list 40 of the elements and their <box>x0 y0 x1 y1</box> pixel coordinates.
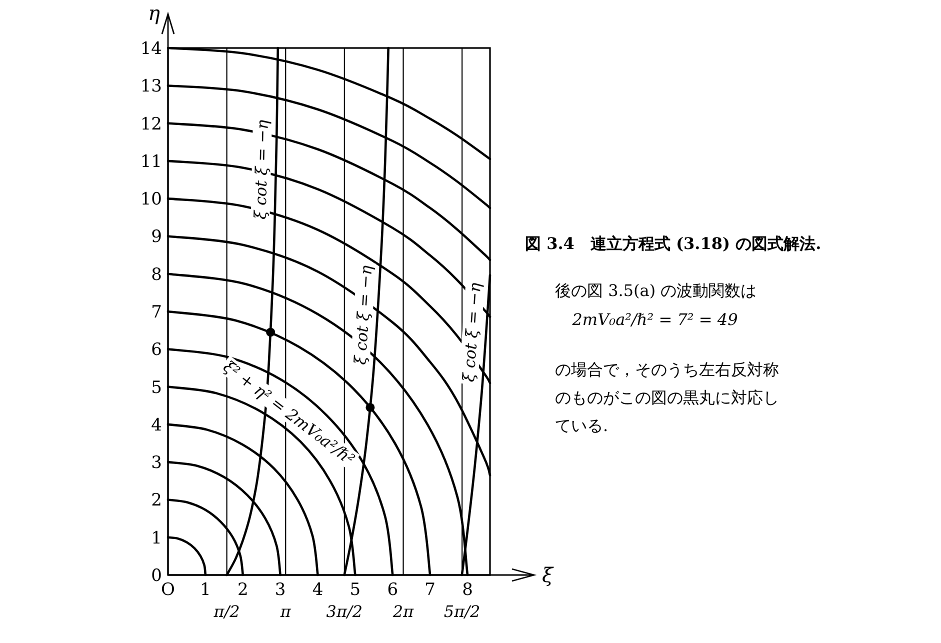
x-tick-label: 4 <box>312 580 324 600</box>
x-tick-label: O <box>161 580 175 600</box>
y-tick-label: 5 <box>151 378 162 398</box>
text: の場合で，そのうち左右反対称 <box>555 360 779 379</box>
y-tick-label: 8 <box>151 264 162 285</box>
text: ている. <box>555 416 608 435</box>
y-tick-label: 12 <box>140 114 162 134</box>
x-tick-label: 6 <box>387 580 398 600</box>
y-tick-label: 6 <box>151 340 162 360</box>
ref-line-label: π/2 <box>212 602 240 621</box>
text: 2mV₀a²/ℏ² = 7² = 49 <box>571 310 738 329</box>
y-tick-label: 1 <box>151 528 162 548</box>
annotation: ξ cot ξ = −η <box>350 264 376 366</box>
y-tick-label: 7 <box>151 302 162 322</box>
text: 図 3.4 連立方程式 (3.18) の図式解法. <box>525 234 822 253</box>
x-tick-label: 7 <box>424 580 436 600</box>
annotation: ξ cot ξ = −η <box>458 282 485 383</box>
text: 後の図 3.5(a) の波動関数は <box>555 281 757 300</box>
y-tick-label: 3 <box>151 453 162 474</box>
y-tick-label: 14 <box>140 39 162 59</box>
text: のものがこの図の黒丸に対応し <box>555 388 779 407</box>
y-tick-label: 2 <box>151 490 162 511</box>
y-tick-label: 4 <box>151 415 162 436</box>
x-tick-label: 1 <box>200 580 211 600</box>
x-tick-label: 5 <box>350 580 361 600</box>
annotation: ξ cot ξ = −η <box>250 119 272 220</box>
ref-line-label: 5π/2 <box>444 602 480 621</box>
ref-line-label: 2π <box>392 602 414 621</box>
y-tick-label: 11 <box>140 152 162 172</box>
ref-line-label: 3π/2 <box>326 602 363 621</box>
x-tick-label: 3 <box>274 580 286 600</box>
y-tick-label: 0 <box>151 566 162 586</box>
y-tick-label: 13 <box>140 76 162 97</box>
ref-line-label: π <box>279 602 292 621</box>
x-tick-label: 8 <box>462 580 473 600</box>
y-tick-label: 10 <box>140 190 162 210</box>
y-tick-label: 9 <box>151 227 162 248</box>
x-axis-title: ξ <box>542 563 554 587</box>
x-tick-label: 2 <box>237 580 248 600</box>
y-axis-title: η <box>148 1 160 25</box>
